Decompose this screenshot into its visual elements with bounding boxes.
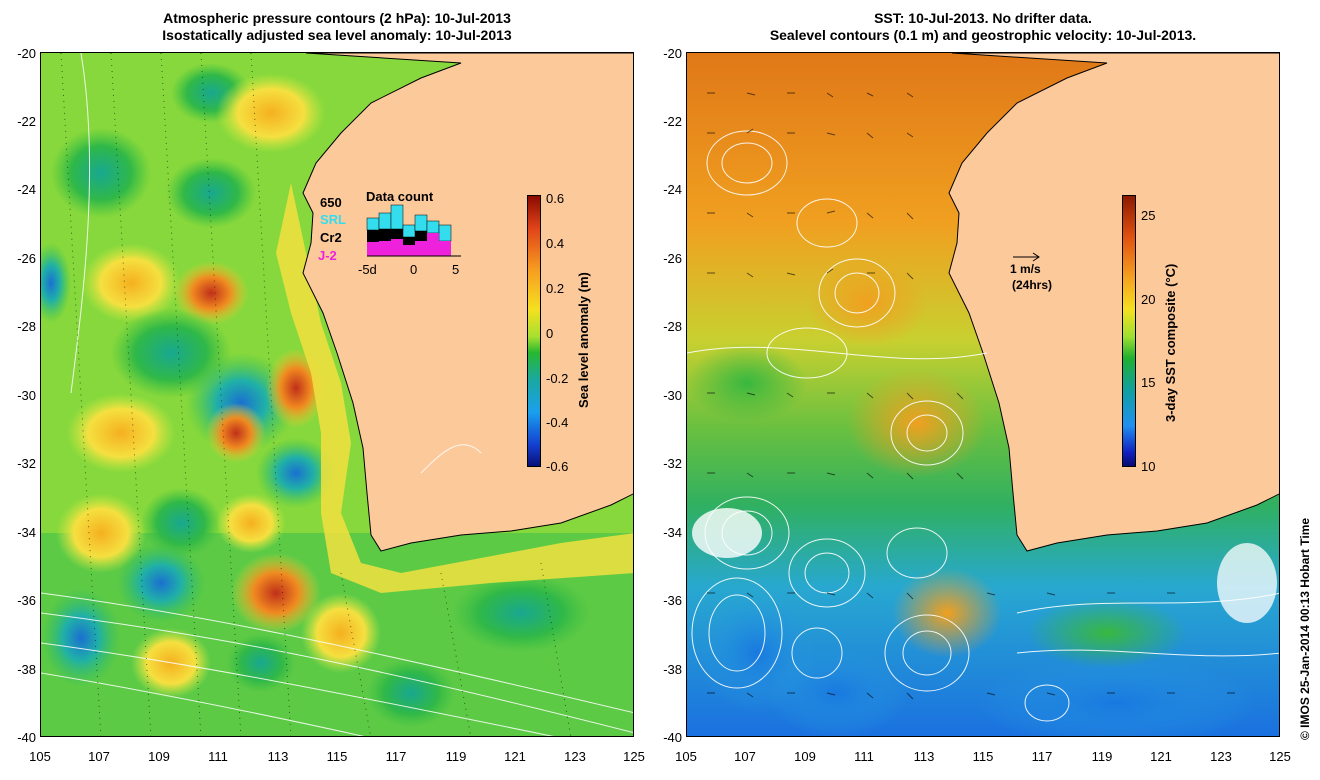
- lat-tick-left: -34: [17, 525, 36, 540]
- right-title-line1: SST: 10-Jul-2013. No drifter data.: [874, 10, 1092, 26]
- lat-tick-left: -26: [17, 251, 36, 266]
- lon-tick-left: 107: [88, 749, 110, 764]
- data-count-axis-end: 5: [452, 262, 460, 277]
- lat-tick-left: -28: [17, 319, 36, 334]
- lon-tick-left: 115: [326, 749, 348, 764]
- lon-tick-right: 123: [1210, 749, 1232, 764]
- lon-tick-right: 121: [1150, 749, 1172, 764]
- left-title-line1: Atmospheric pressure contours (2 hPa): 1…: [163, 10, 511, 26]
- data-count-histogram: [366, 204, 461, 257]
- velocity-arrows: [707, 92, 1235, 700]
- lon-tick-left: 113: [267, 749, 289, 764]
- lat-tick-right: -38: [663, 662, 682, 677]
- lon-tick-left: 117: [385, 749, 407, 764]
- sla-colorbar: [527, 195, 541, 467]
- sla-tick: 0.6: [546, 191, 565, 206]
- lon-tick-right: 117: [1031, 749, 1053, 764]
- lon-tick-left: 119: [445, 749, 467, 764]
- sla-colorbar-label: Sea level anomaly (m): [576, 272, 591, 408]
- velocity-scale-arrow: [1013, 252, 1040, 262]
- velocity-scale-duration: (24hrs): [1012, 278, 1053, 292]
- sla-tick: 0.4: [546, 236, 565, 251]
- lon-tick-right: 125: [1269, 749, 1291, 764]
- sla-tick: 0.2: [546, 281, 565, 296]
- data-count-title: Data count: [366, 189, 434, 204]
- lon-tick-right: 109: [794, 749, 816, 764]
- lon-tick-left: 109: [148, 749, 170, 764]
- data-count-axis-mid: 0: [410, 262, 418, 277]
- data-count-axis-start: -5d: [358, 262, 377, 277]
- australia-land-sst: [948, 53, 1279, 552]
- sla-tick: 0: [546, 326, 554, 341]
- sst-colorbar-label: 3-day SST composite (°C): [1163, 263, 1178, 422]
- lat-tick-right: -40: [663, 730, 682, 745]
- lon-tick-left: 105: [29, 749, 51, 764]
- right-map-title: SST: 10-Jul-2013. No drifter data. Seale…: [686, 10, 1280, 44]
- lat-tick-right: -22: [663, 114, 682, 129]
- lon-tick-right: 105: [675, 749, 697, 764]
- sst-tick: 20: [1141, 292, 1156, 307]
- lat-tick-left: -32: [17, 456, 36, 471]
- satellite-srl-label: SRL: [320, 212, 346, 227]
- satellite-cr2-label: Cr2: [320, 230, 342, 245]
- australia-land: [302, 53, 633, 552]
- lat-tick-left: -30: [17, 388, 36, 403]
- lat-tick-left: -20: [17, 46, 36, 61]
- lat-tick-right: -36: [663, 593, 682, 608]
- lat-tick-right: -34: [663, 525, 682, 540]
- lat-tick-left: -22: [17, 114, 36, 129]
- lat-tick-right: -20: [663, 46, 682, 61]
- velocity-scale-label: 1 m/s: [1010, 262, 1041, 276]
- lon-tick-left: 111: [208, 749, 228, 764]
- sst-tick: 25: [1141, 208, 1156, 223]
- sst-tick: 15: [1141, 375, 1156, 390]
- sla-tick: -0.6: [546, 459, 569, 474]
- lat-tick-right: -24: [663, 182, 682, 197]
- lat-tick-right: -26: [663, 251, 682, 266]
- lat-tick-right: -28: [663, 319, 682, 334]
- sst-map-graphic: [687, 53, 1279, 736]
- lon-tick-right: 115: [972, 749, 994, 764]
- data-count-max: 650: [320, 195, 342, 210]
- left-title-line2: Isostatically adjusted sea level anomaly…: [162, 27, 512, 43]
- lon-tick-left: 125: [623, 749, 645, 764]
- lon-tick-right: 107: [734, 749, 756, 764]
- lat-tick-right: -32: [663, 456, 682, 471]
- copyright-notice: © IMOS 25-Jan-2014 00:13 Hobart Time: [1298, 517, 1312, 740]
- lat-tick-left: -36: [17, 593, 36, 608]
- sla-tick: -0.4: [546, 415, 569, 430]
- sla-tick: -0.2: [546, 371, 569, 386]
- lon-tick-right: 119: [1091, 749, 1113, 764]
- right-title-line2: Sealevel contours (0.1 m) and geostrophi…: [769, 27, 1197, 43]
- sea-level-anomaly-map: [40, 52, 634, 737]
- lat-tick-left: -40: [17, 730, 36, 745]
- satellite-j2-label: J-2: [318, 248, 337, 263]
- sst-tick: 10: [1141, 459, 1156, 474]
- lon-tick-left: 121: [504, 749, 526, 764]
- sst-colorbar: [1122, 195, 1136, 467]
- lat-tick-right: -30: [663, 388, 682, 403]
- sla-map-graphic: [41, 53, 633, 736]
- lon-tick-left: 123: [564, 749, 586, 764]
- lon-tick-right: 113: [913, 749, 935, 764]
- lat-tick-left: -24: [17, 182, 36, 197]
- lat-tick-left: -38: [17, 662, 36, 677]
- lon-tick-right: 111: [854, 749, 874, 764]
- left-map-title: Atmospheric pressure contours (2 hPa): 1…: [40, 10, 634, 44]
- sst-map: [686, 52, 1280, 737]
